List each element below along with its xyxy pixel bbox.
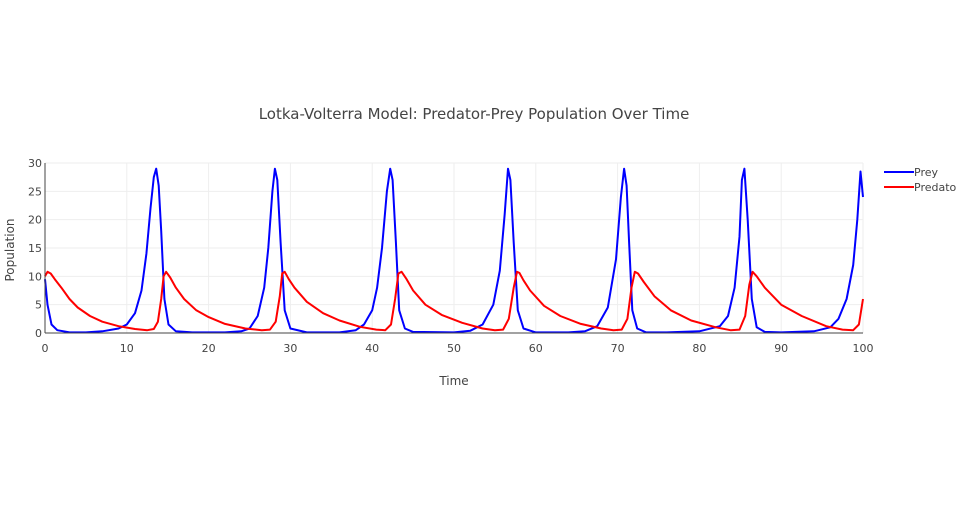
y-tick-label: 20 <box>28 214 42 227</box>
x-tick-label: 50 <box>447 342 461 355</box>
grid <box>45 162 864 333</box>
legend-label: Predator <box>914 181 957 194</box>
legend-item-predator[interactable]: Predator <box>884 181 957 194</box>
legend-label: Prey <box>914 166 938 179</box>
chart-title: Lotka-Volterra Model: Predator-Prey Popu… <box>259 105 690 123</box>
y-tick-label: 0 <box>35 327 42 340</box>
x-tick-label: 20 <box>202 342 216 355</box>
x-tick-label: 10 <box>120 342 134 355</box>
series-line-predator[interactable] <box>44 270 864 332</box>
axes: 0 5 10 15 20 25 30 0 10 20 30 40 50 60 70 80 90 100 <box>28 157 874 355</box>
legend[interactable]: Prey Predator <box>884 166 957 194</box>
y-tick-label: 10 <box>28 270 42 283</box>
x-tick-label: 0 <box>42 342 49 355</box>
x-tick-label: 60 <box>529 342 543 355</box>
y-tick-label: 30 <box>28 157 42 170</box>
x-tick-label: 90 <box>774 342 788 355</box>
y-tick-label: 5 <box>35 299 42 312</box>
series-line-prey[interactable] <box>44 167 864 334</box>
x-tick-label: 80 <box>692 342 706 355</box>
x-tick-label: 70 <box>611 342 625 355</box>
x-axis-title: Time <box>438 374 468 388</box>
y-axis-title: Population <box>3 218 17 281</box>
x-tick-label: 40 <box>365 342 379 355</box>
x-tick-label: 100 <box>853 342 874 355</box>
legend-item-prey[interactable]: Prey <box>884 166 938 179</box>
series-layer <box>44 167 864 334</box>
x-tick-label: 30 <box>283 342 297 355</box>
y-tick-label: 15 <box>28 242 42 255</box>
y-tick-label: 25 <box>28 185 42 198</box>
